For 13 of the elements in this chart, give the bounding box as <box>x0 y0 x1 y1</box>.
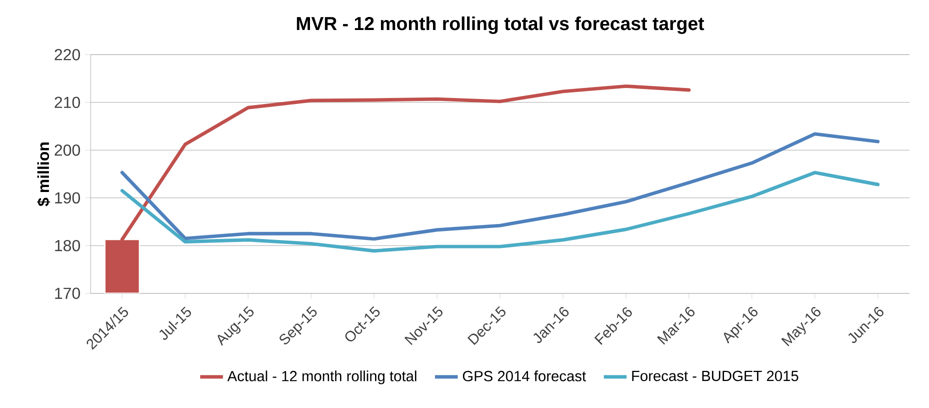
y-tick-label: 190 <box>55 192 80 204</box>
y-tick-label: 180 <box>55 240 80 252</box>
line-series <box>120 132 880 241</box>
y-axis-title: $ million <box>37 142 50 206</box>
y-tick-label: 210 <box>54 96 80 108</box>
line-series <box>120 170 880 253</box>
y-tick-label: 220 <box>54 49 80 60</box>
legend-label: GPS 2014 forecast <box>462 370 586 382</box>
legend-label: Forecast - BUDGET 2015 <box>632 370 798 382</box>
chart-title: MVR - 12 month rolling total vs forecast target <box>296 16 704 34</box>
legend-label: Actual - 12 month rolling total <box>227 370 416 384</box>
y-tick-label: 200 <box>54 144 80 156</box>
y-tick-label: 170 <box>55 288 80 299</box>
